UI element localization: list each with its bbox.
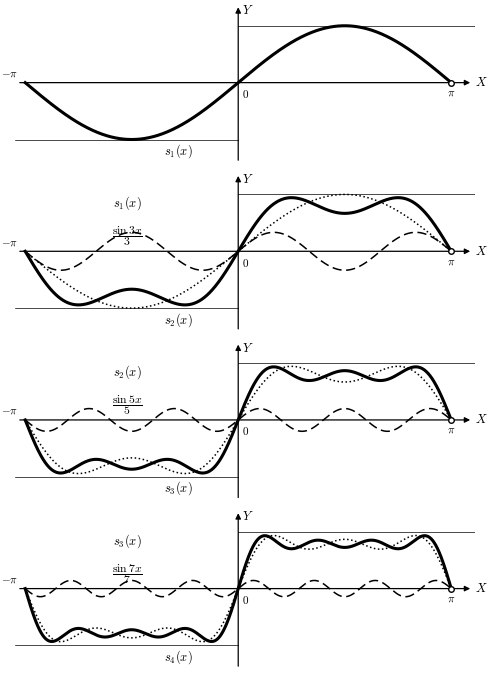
Text: $X$: $X$ [475, 414, 488, 426]
Text: $s_{1}(x)$: $s_{1}(x)$ [113, 195, 142, 212]
Text: $Y$: $Y$ [242, 511, 254, 523]
Text: $\dfrac{\sin 7x}{7}$: $\dfrac{\sin 7x}{7}$ [112, 562, 143, 586]
Text: $Y$: $Y$ [242, 5, 254, 18]
Text: $-\pi$: $-\pi$ [2, 69, 18, 79]
Text: $Y$: $Y$ [242, 342, 254, 355]
Text: $0$: $0$ [242, 425, 250, 437]
Text: $0$: $0$ [242, 594, 250, 606]
Text: $\dfrac{\sin 3x}{3}$: $\dfrac{\sin 3x}{3}$ [112, 224, 143, 248]
Text: $-\pi$: $-\pi$ [2, 575, 18, 585]
Text: $X$: $X$ [475, 245, 488, 258]
Text: $s_{3}(x)$: $s_{3}(x)$ [113, 532, 142, 550]
Text: $0$: $0$ [242, 88, 250, 100]
Text: $s_{4}(x)$: $s_{4}(x)$ [164, 648, 193, 666]
Text: $Y$: $Y$ [242, 173, 254, 186]
Text: $s_{1}(x)$: $s_{1}(x)$ [164, 142, 193, 160]
Text: $\pi$: $\pi$ [447, 88, 456, 98]
Text: $X$: $X$ [475, 582, 488, 595]
Text: $X$: $X$ [475, 76, 488, 89]
Text: $s_{2}(x)$: $s_{2}(x)$ [113, 363, 142, 381]
Text: $s_{3}(x)$: $s_{3}(x)$ [164, 479, 193, 497]
Text: $s_{2}(x)$: $s_{2}(x)$ [164, 311, 193, 329]
Text: $-\pi$: $-\pi$ [2, 406, 18, 416]
Text: $-\pi$: $-\pi$ [2, 238, 18, 247]
Text: $\pi$: $\pi$ [447, 257, 456, 266]
Text: $0$: $0$ [242, 257, 250, 268]
Text: $\dfrac{\sin 5x}{5}$: $\dfrac{\sin 5x}{5}$ [112, 393, 143, 417]
Text: $\pi$: $\pi$ [447, 594, 456, 604]
Text: $\pi$: $\pi$ [447, 425, 456, 435]
